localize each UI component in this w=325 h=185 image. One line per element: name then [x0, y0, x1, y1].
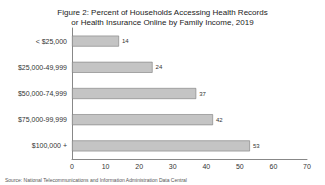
svg-text:$50,000-74,999: $50,000-74,999 [18, 90, 67, 97]
svg-text:$75,000-99,999: $75,000-99,999 [18, 116, 67, 123]
svg-text:20: 20 [135, 163, 143, 170]
svg-text:$25,000-49,999: $25,000-49,999 [18, 64, 67, 71]
svg-text:40: 40 [202, 163, 210, 170]
svg-text:14: 14 [122, 38, 129, 44]
svg-text:50: 50 [236, 163, 244, 170]
svg-text:0: 0 [70, 163, 74, 170]
svg-text:42: 42 [216, 117, 223, 123]
svg-text:Source: National Telecommunica: Source: National Telecommunications and … [5, 177, 187, 183]
svg-text:30: 30 [169, 163, 177, 170]
svg-text:10: 10 [102, 163, 110, 170]
svg-text:37: 37 [199, 91, 206, 97]
svg-text:53: 53 [253, 143, 260, 149]
svg-text:$100,000 +: $100,000 + [32, 142, 67, 149]
svg-text:< $25,000: < $25,000 [36, 38, 67, 45]
svg-text:24: 24 [156, 64, 163, 70]
svg-text:or Health Insurance Online by: or Health Insurance Online by Family Inc… [71, 18, 254, 27]
svg-text:Figure 2: Percent of Household: Figure 2: Percent of Households Accessin… [57, 8, 267, 17]
svg-text:60: 60 [270, 163, 278, 170]
svg-text:70: 70 [303, 163, 311, 170]
